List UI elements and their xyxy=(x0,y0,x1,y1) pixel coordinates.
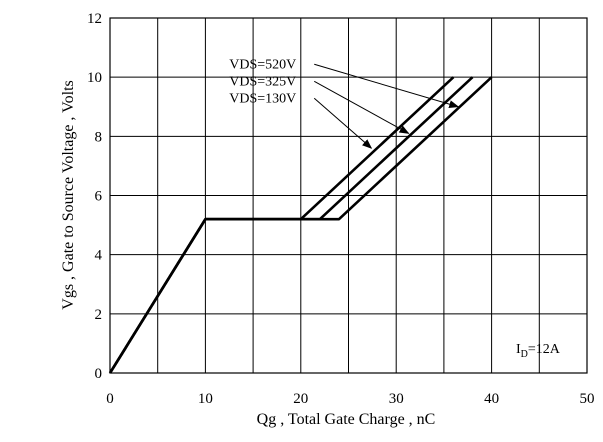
series-label: VDS=520V xyxy=(229,57,296,72)
note-rest: =12A xyxy=(528,342,561,357)
y-tick-label: 0 xyxy=(95,366,103,382)
plot-frame xyxy=(109,17,588,374)
series-label-arrow xyxy=(313,97,373,149)
y-tick-label: 4 xyxy=(95,248,103,264)
series-annotations: VDS=520V VDS=325V VDS=130V xyxy=(229,57,460,149)
series-line xyxy=(108,76,474,374)
series-label: VDS=325V xyxy=(229,74,296,89)
drain-current-note: ID=12A xyxy=(516,342,561,360)
x-tick-label: 10 xyxy=(198,391,213,407)
series-label: VDS=130V xyxy=(229,91,296,106)
y-tick-label: 10 xyxy=(87,70,102,86)
y-tick-labels: 0 2 4 6 8 10 12 xyxy=(87,11,103,382)
grid-lines xyxy=(109,17,588,374)
x-tick-label: 30 xyxy=(389,391,404,407)
y-tick-label: 8 xyxy=(95,129,103,145)
y-axis-label: Vgs , Gate to Source Voltage , Volts xyxy=(60,80,77,309)
series-line xyxy=(108,76,455,374)
note-main: I xyxy=(516,342,521,357)
x-tick-label: 50 xyxy=(580,391,595,407)
x-axis-label: Qg , Total Gate Charge , nC xyxy=(257,411,436,428)
y-tick-label: 6 xyxy=(95,189,103,205)
x-tick-labels: 0 10 20 30 40 50 xyxy=(106,391,594,407)
series-label-arrow xyxy=(314,63,460,109)
x-tick-label: 40 xyxy=(484,391,499,407)
y-tick-label: 12 xyxy=(87,11,102,27)
note-subscript: D xyxy=(521,349,528,360)
x-tick-label: 0 xyxy=(106,391,114,407)
series-label-arrow xyxy=(314,80,410,134)
x-tick-label: 20 xyxy=(293,391,308,407)
series-line xyxy=(108,76,493,374)
y-tick-label: 2 xyxy=(95,307,103,323)
series-lines xyxy=(108,76,493,374)
